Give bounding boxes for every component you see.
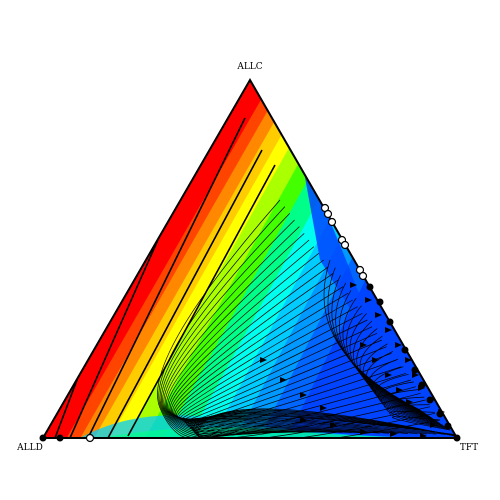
stable-equilibrium [376, 298, 384, 306]
color-band [43, 80, 262, 438]
trajectory-curve [158, 206, 286, 438]
trajectory-curve [378, 381, 443, 426]
trajectory-curve [164, 239, 310, 435]
stable-equilibrium [453, 434, 461, 442]
stable-equilibrium [418, 381, 426, 389]
trajectory-curve [372, 366, 441, 424]
trajectory-curve [169, 266, 329, 433]
trajectory-curve [172, 279, 339, 433]
trajectory-curve [380, 389, 445, 427]
stable-equilibrium [444, 422, 452, 430]
flow-arrow [396, 387, 403, 393]
trajectory-line [87, 117, 246, 438]
trajectory-curve [198, 408, 456, 438]
trajectory-curve [365, 351, 438, 422]
trajectory-curve [183, 339, 418, 435]
trajectory-curve [166, 246, 315, 435]
stable-equilibrium [426, 396, 434, 404]
trajectory-curve [163, 233, 305, 436]
trajectory-curve [383, 396, 446, 428]
flow-arrow [405, 357, 412, 363]
trajectory-curve [192, 386, 456, 436]
trajectory-curve [356, 328, 433, 419]
trajectory-curve [182, 333, 408, 434]
flow-arrow [360, 342, 367, 348]
flow-arrow [412, 372, 419, 378]
vertex-label-tft: TFT [460, 443, 478, 453]
stable-equilibrium [436, 410, 444, 418]
trajectory-curve [178, 313, 380, 434]
trajectory-curve [342, 297, 428, 416]
trajectory-curve [339, 290, 426, 415]
trajectory-curve [160, 219, 295, 437]
trajectory-curve [386, 404, 448, 429]
flow-arrow [430, 422, 437, 428]
trajectory-curve [369, 358, 439, 423]
flow-arrow [320, 405, 327, 411]
vertex-label-allc: ALLC [236, 62, 262, 72]
trajectory-curve [184, 346, 427, 435]
flow-arrow [330, 422, 337, 428]
stable-equilibrium [401, 346, 409, 354]
trajectory-curve [331, 275, 424, 413]
equilibrium-points [39, 203, 461, 443]
trajectory-curve [188, 366, 455, 435]
flow-arrow [406, 399, 413, 405]
flow-arrow [385, 372, 392, 378]
flow-arrow [395, 342, 402, 348]
stable-equilibrium [411, 366, 419, 374]
flow-arrow [365, 297, 372, 303]
unstable-equilibrium [340, 240, 350, 250]
flow-arrow [360, 429, 367, 435]
trajectory-curve [375, 373, 442, 425]
flow-arrow [260, 357, 267, 363]
unstable-equilibrium [327, 217, 337, 227]
flow-arrow [385, 327, 392, 333]
velocity-colormap [43, 80, 457, 438]
trajectory-curve [392, 416, 451, 431]
flow-arrow [375, 312, 382, 318]
trajectory-curve [168, 259, 324, 433]
flow-arrow [300, 392, 307, 398]
stable-equilibrium [39, 434, 47, 442]
unstable-equilibrium [358, 271, 368, 281]
trajectory-curve [187, 359, 446, 435]
flow-arrow [280, 377, 287, 383]
stable-equilibrium [56, 434, 64, 442]
unstable-equilibrium [323, 209, 333, 219]
trajectory-curve [167, 253, 320, 434]
trajectory-curve [157, 199, 281, 438]
trajectory-curve [346, 305, 429, 417]
trajectory-curve [389, 411, 449, 430]
flow-arrow [390, 431, 397, 437]
flow-arrow [372, 357, 379, 363]
simplex-boundary [41, 78, 459, 439]
unstable-equilibrium [85, 433, 95, 443]
trajectory-curve [193, 392, 456, 437]
stable-equilibrium [386, 318, 394, 326]
trajectory-curve [185, 353, 437, 435]
trajectory-line [127, 164, 276, 437]
trajectory-curve [194, 399, 456, 438]
flow-arrow [300, 417, 307, 423]
trajectory-curve [359, 335, 435, 420]
vertex-label-alld: ALLD [16, 443, 43, 453]
trajectory-curve [189, 372, 456, 436]
stable-equilibrium [366, 283, 374, 291]
flow-arrow [420, 412, 427, 418]
trajectory-curve [195, 406, 456, 438]
trajectory-curve [171, 273, 334, 433]
trajectory-line [107, 149, 263, 438]
flow-arrow [350, 282, 357, 288]
trajectory-curve [353, 320, 432, 418]
